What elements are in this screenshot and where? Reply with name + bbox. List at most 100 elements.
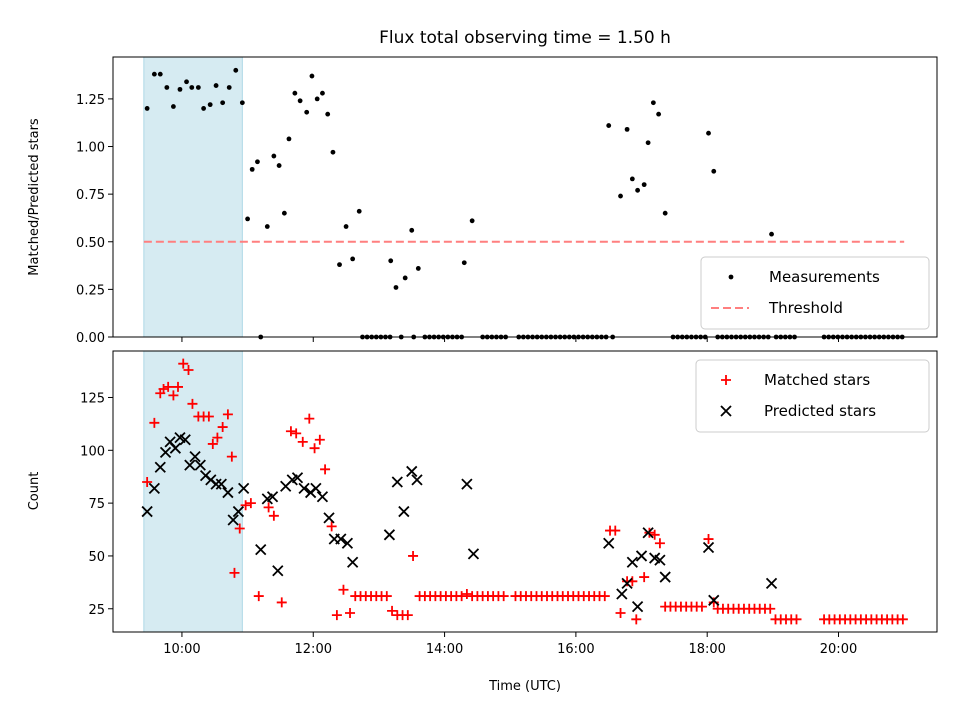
legend-box bbox=[695, 359, 930, 433]
data-point bbox=[239, 100, 245, 106]
data-point bbox=[310, 482, 322, 494]
data-point bbox=[320, 90, 325, 96]
data-point bbox=[765, 577, 778, 590]
data-point bbox=[201, 106, 207, 111]
data-point bbox=[323, 512, 335, 524]
data-point bbox=[281, 210, 287, 216]
data-point bbox=[706, 130, 711, 136]
data-point bbox=[183, 365, 194, 376]
legend-item: Threshold bbox=[711, 299, 843, 317]
data-point bbox=[212, 432, 223, 443]
data-point bbox=[268, 510, 279, 521]
data-point bbox=[603, 537, 615, 549]
legend-box bbox=[700, 256, 930, 330]
axes-frame bbox=[112, 350, 938, 633]
data-point bbox=[381, 591, 392, 602]
data-point bbox=[408, 550, 419, 561]
legend-label: Predicted stars bbox=[764, 402, 876, 420]
data-point bbox=[409, 227, 415, 233]
x-tick-label: 18:00 bbox=[688, 642, 725, 657]
y-tick-label: 0.75 bbox=[76, 188, 105, 203]
x-tick-label: 14:00 bbox=[426, 642, 463, 657]
data-point bbox=[347, 556, 359, 568]
legend-item: Predicted stars bbox=[720, 402, 876, 420]
data-point bbox=[345, 607, 356, 618]
y-tick-label: 0.25 bbox=[76, 283, 105, 298]
data-point bbox=[314, 434, 325, 445]
data-point bbox=[220, 100, 226, 106]
data-point bbox=[142, 476, 153, 487]
data-point bbox=[227, 514, 239, 526]
y-tick-label: 0.00 bbox=[76, 331, 105, 346]
series-matched-stars bbox=[142, 358, 908, 625]
data-point bbox=[498, 591, 509, 602]
data-point bbox=[650, 100, 656, 106]
data-point bbox=[173, 381, 184, 392]
data-point bbox=[387, 605, 398, 616]
legend-marker bbox=[720, 405, 732, 417]
data-point bbox=[615, 607, 626, 618]
legend-label: Threshold bbox=[768, 299, 843, 317]
data-point bbox=[249, 166, 255, 172]
data-point bbox=[469, 218, 475, 224]
data-point bbox=[624, 126, 630, 132]
data-point bbox=[234, 523, 245, 534]
data-point bbox=[320, 464, 331, 475]
data-point bbox=[606, 123, 612, 128]
data-point bbox=[217, 422, 228, 433]
x-tick-label: 12:00 bbox=[295, 642, 332, 657]
y-tick-label: 50 bbox=[88, 550, 105, 565]
data-point bbox=[641, 182, 647, 188]
y-tick-label: 75 bbox=[88, 497, 105, 512]
data-point bbox=[159, 446, 172, 459]
data-point bbox=[642, 527, 654, 539]
data-point bbox=[769, 231, 774, 237]
data-point bbox=[461, 260, 467, 266]
data-point bbox=[245, 498, 256, 509]
data-point bbox=[229, 567, 240, 578]
data-point bbox=[187, 398, 198, 409]
legend-item: Measurements bbox=[728, 268, 880, 286]
data-point bbox=[659, 571, 671, 583]
data-point bbox=[171, 104, 176, 109]
data-point bbox=[276, 597, 287, 608]
data-point bbox=[402, 610, 413, 621]
data-point bbox=[391, 476, 403, 488]
data-point bbox=[210, 478, 222, 490]
x-tick-label: 10:00 bbox=[163, 642, 200, 657]
data-point bbox=[285, 426, 296, 437]
data-point bbox=[263, 502, 274, 513]
data-point bbox=[644, 527, 655, 538]
data-point bbox=[222, 409, 233, 420]
data-point bbox=[177, 86, 183, 92]
data-point bbox=[618, 193, 623, 199]
data-point bbox=[253, 591, 264, 602]
data-point bbox=[309, 73, 315, 79]
data-point bbox=[164, 85, 170, 90]
data-point bbox=[276, 163, 282, 168]
data-point bbox=[635, 187, 641, 193]
data-point bbox=[203, 411, 214, 422]
data-point bbox=[141, 505, 153, 518]
data-point bbox=[222, 486, 234, 499]
data-point bbox=[610, 525, 621, 536]
ratio-axes: 0.00 0.25 0.50 0.75 1.00 1.25 Measurements Thr… bbox=[27, 56, 938, 346]
y-tick-label: 100 bbox=[80, 444, 105, 459]
data-point bbox=[467, 548, 480, 560]
data-point bbox=[178, 358, 189, 369]
legend-marker bbox=[721, 375, 731, 385]
data-point bbox=[461, 478, 473, 490]
legend: Measurements Threshold bbox=[700, 256, 930, 330]
data-point bbox=[298, 482, 310, 494]
data-point bbox=[599, 591, 610, 602]
data-point bbox=[184, 459, 196, 471]
data-point bbox=[304, 413, 315, 424]
data-point bbox=[233, 67, 239, 73]
data-point bbox=[291, 428, 302, 439]
y-tick-label: 1.25 bbox=[76, 93, 105, 108]
data-point bbox=[215, 478, 227, 490]
data-point bbox=[316, 491, 329, 503]
data-point bbox=[708, 594, 720, 606]
series-predicted-stars bbox=[141, 431, 778, 613]
data-point bbox=[207, 102, 213, 108]
